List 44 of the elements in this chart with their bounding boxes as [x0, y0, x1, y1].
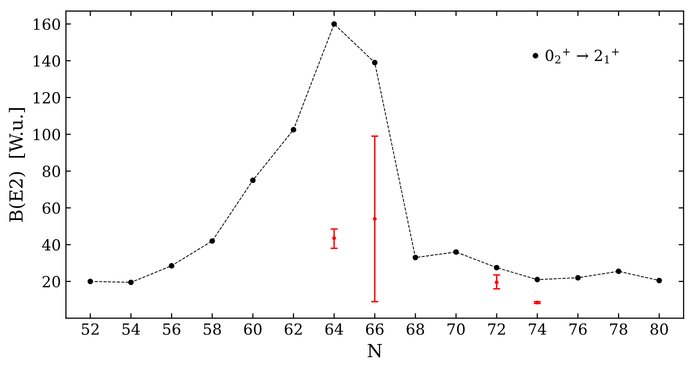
point	[575, 274, 581, 281]
point	[128, 280, 134, 286]
point	[656, 278, 662, 284]
point	[412, 254, 418, 260]
point	[372, 217, 377, 221]
y-tick-label: 120	[34, 92, 60, 104]
x-tick-label: 56	[163, 323, 180, 335]
y-tick-label: 80	[42, 166, 60, 178]
x-tick-label: 52	[82, 323, 99, 335]
legend-label: 0$_{2}$$^{+}$ → 2$_{1}$$^{+}$	[546, 48, 619, 64]
x-tick-label: 68	[406, 323, 424, 335]
y-tick-label: 20	[42, 276, 60, 288]
point	[331, 21, 337, 27]
point	[494, 280, 499, 284]
x-tick-label: 54	[122, 323, 140, 335]
point	[453, 249, 459, 255]
point	[250, 178, 256, 184]
x-tick-label: 66	[366, 323, 384, 335]
point	[168, 263, 174, 269]
x-axis-title: N	[368, 344, 382, 358]
y-tick-label: 140	[34, 55, 60, 67]
y-tick-label: 40	[42, 239, 60, 251]
point	[88, 278, 94, 284]
y-axis-title: B(E2) [W.u.]	[8, 108, 26, 222]
x-tick-label: 72	[488, 323, 505, 335]
point	[494, 264, 500, 270]
x-tick-label: 76	[570, 323, 587, 335]
x-tick-label: 64	[325, 323, 344, 335]
x-tick-label: 58	[204, 323, 221, 335]
x-tick-label: 78	[610, 323, 628, 335]
x-tick-label: 62	[284, 323, 302, 335]
point	[332, 236, 336, 240]
y-tick-label: 60	[42, 202, 60, 214]
x-tick-label: 70	[448, 323, 465, 335]
y-tick-label: 100	[34, 128, 60, 140]
point	[372, 60, 378, 66]
point	[290, 126, 296, 132]
point	[534, 276, 540, 282]
x-tick-label: 80	[650, 323, 668, 335]
y-tick-label: 160	[34, 18, 60, 30]
point	[209, 238, 215, 244]
x-tick-label: 60	[244, 323, 262, 335]
x-tick-label: 74	[528, 323, 546, 335]
point	[616, 268, 622, 274]
